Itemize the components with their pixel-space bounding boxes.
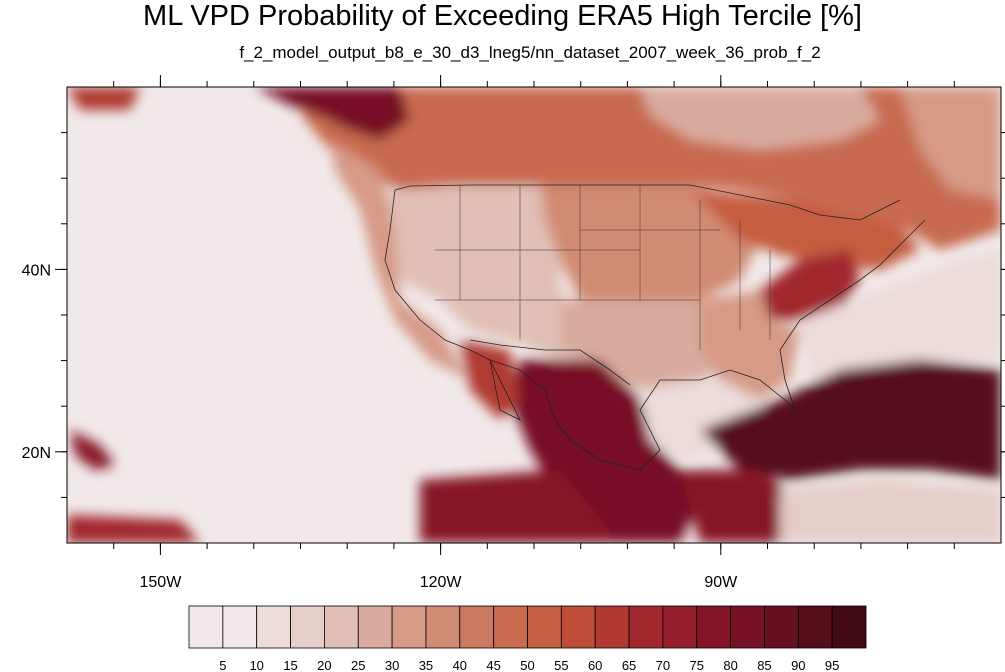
- colorbar-box: [628, 605, 664, 649]
- map-subtitle: f_2_model_output_b8_e_30_d3_lneg5/nn_dat…: [239, 43, 821, 62]
- axis-ticks: [55, 75, 1005, 555]
- colorbar-label: 70: [656, 658, 670, 672]
- colorbar-label: 85: [757, 658, 771, 672]
- lon-tick-label: 90W: [704, 574, 738, 591]
- us-west-region: [385, 185, 600, 360]
- colorbar-label: 30: [385, 658, 399, 672]
- coastlines: [384, 184, 926, 471]
- colorbar-box: [594, 605, 630, 649]
- us-plains-region: [540, 185, 760, 300]
- colorbar-box: [527, 605, 562, 649]
- colorbar-label: 65: [622, 658, 636, 672]
- colorbar-label: 5: [219, 658, 226, 672]
- colorbar-box: [662, 605, 698, 649]
- colorbar-box: [493, 605, 528, 649]
- colorbar-box: [730, 605, 765, 649]
- atlantic-light-region: [800, 250, 1001, 380]
- nw-corner-region: [67, 87, 140, 110]
- colorbar-label: 50: [520, 658, 534, 672]
- canada-light-patch: [640, 87, 880, 150]
- colorbar-label: 15: [283, 658, 297, 672]
- colorbar-label: 60: [588, 658, 602, 672]
- colorbar-label: 45: [486, 658, 500, 672]
- colorbar-label: 90: [791, 658, 805, 672]
- eastern-pacific-dark: [420, 470, 620, 543]
- colorbar-label: 55: [554, 658, 568, 672]
- colorbar-box: [459, 605, 495, 649]
- colorbar-box: [323, 605, 359, 649]
- southeast-us-region: [700, 290, 800, 400]
- colorbar: 5 10 15 20 25 30 35 40 45 50 55 60 65 70 75 80 85 90 95: [188, 605, 867, 672]
- colorbar-box: [831, 605, 867, 649]
- lon-tick-label: 150W: [140, 574, 183, 591]
- colorbar-box: [425, 605, 461, 649]
- lon-tick-label: 120W: [420, 574, 463, 591]
- alaska-panhandle-dark: [255, 87, 410, 140]
- sw-corner-region: [67, 515, 200, 543]
- map-plot-area: [67, 87, 1001, 543]
- colorbar-box: [256, 605, 291, 649]
- south-atlantic-light: [780, 480, 1001, 543]
- colorbar-box: [797, 605, 833, 649]
- colorbar-label: 40: [453, 658, 467, 672]
- colorbar-label: 35: [419, 658, 433, 672]
- colorbar-label: 95: [825, 658, 839, 672]
- colorbar-box: [560, 605, 596, 649]
- caribbean-region: [680, 470, 800, 543]
- colorbar-label: 75: [690, 658, 704, 672]
- mexico-region: [510, 360, 700, 543]
- pacific-coast-strip: [330, 140, 470, 380]
- baja-region: [460, 340, 520, 420]
- colorbar-box: [696, 605, 731, 649]
- colorbar-box: [222, 605, 258, 649]
- colorbar-label: 20: [317, 658, 331, 672]
- state-borders: [435, 185, 771, 350]
- colorbar-box: [188, 605, 224, 649]
- colorbar-box: [357, 605, 393, 649]
- appalachian-region: [760, 250, 860, 320]
- colorbar-label: 25: [351, 658, 365, 672]
- lat-tick-label: 20N: [22, 445, 51, 462]
- colorbar-box: [391, 605, 427, 649]
- atlantic-subtropics-region: [700, 360, 1001, 480]
- colorbar-label: 80: [723, 658, 737, 672]
- axis-tick-labels: 150W 120W 90W 40N 20N: [22, 262, 739, 591]
- colorbar-box: [764, 605, 799, 649]
- northeast-canada-patch: [900, 87, 1001, 200]
- us-great-lakes-region: [690, 190, 920, 270]
- lat-tick-label: 40N: [22, 262, 51, 279]
- map-title: ML VPD Probability of Exceeding ERA5 Hig…: [143, 0, 862, 32]
- colorbar-box: [290, 605, 325, 649]
- hawaii-region: [70, 430, 115, 470]
- colorbar-label: 10: [249, 658, 263, 672]
